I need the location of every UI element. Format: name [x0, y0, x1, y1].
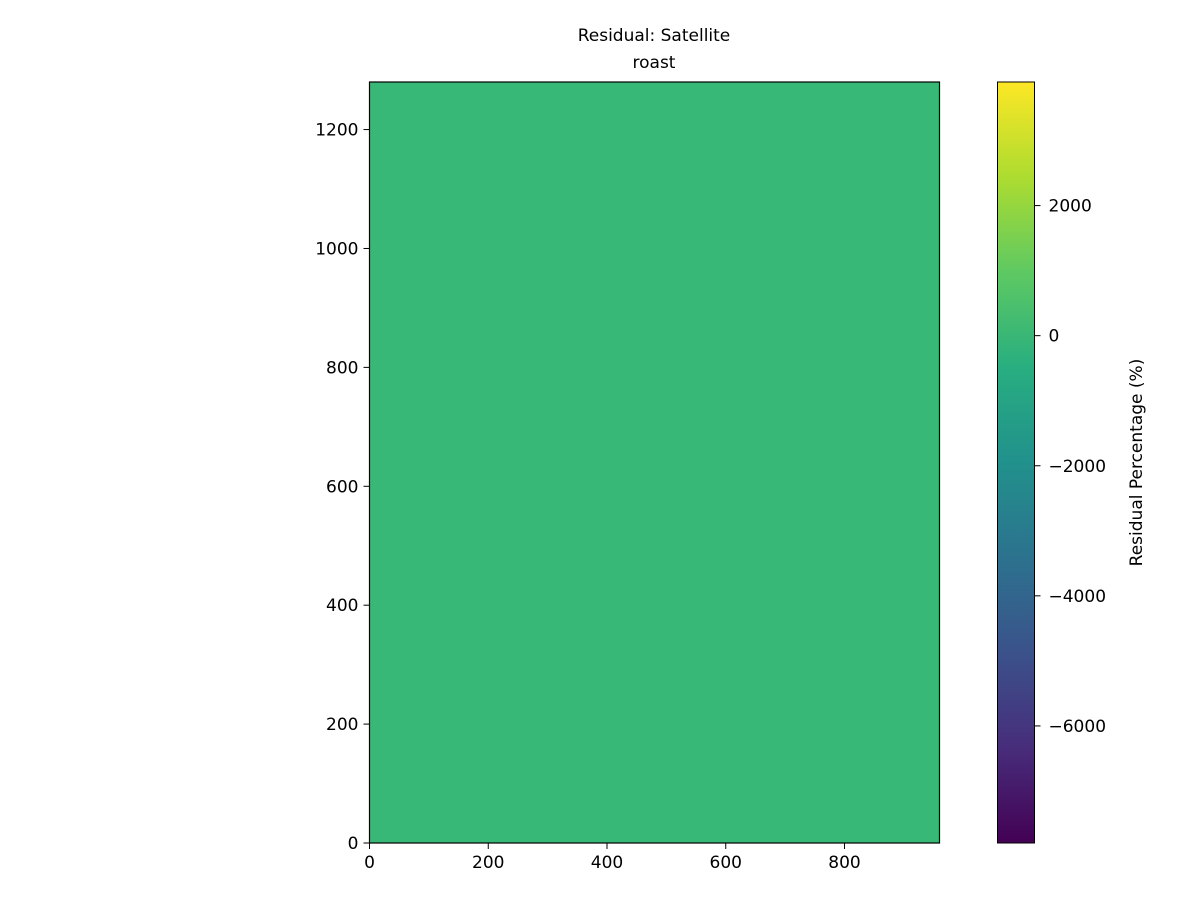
- colorbar-tick-label: −4000: [1049, 587, 1107, 607]
- y-tick-label: 1000: [315, 239, 358, 259]
- y-axis-ticks: 0 200 400 600 800 1000 1200: [315, 121, 370, 854]
- x-tick-label: 0: [364, 853, 375, 873]
- y-tick-label: 800: [326, 358, 358, 378]
- plot-frame: [368, 81, 941, 844]
- y-tick-label: 400: [326, 596, 358, 616]
- colorbar: [997, 81, 1035, 844]
- y-tick-label: 200: [326, 715, 358, 735]
- x-tick-label: 200: [472, 853, 504, 873]
- chart-title: Residual: Satellite: [578, 26, 731, 46]
- y-tick-label: 0: [348, 834, 359, 854]
- colorbar-tick-label: −2000: [1049, 457, 1107, 477]
- colorbar-tick-label: −6000: [1049, 717, 1107, 737]
- x-tick-label: 600: [710, 853, 742, 873]
- heatmap-field: [369, 82, 940, 843]
- colorbar-label: Residual Percentage (%): [1127, 359, 1147, 567]
- colorbar-tick-label: 0: [1049, 327, 1060, 347]
- y-tick-label: 600: [326, 477, 358, 497]
- x-axis-ticks: 0 200 400 600 800: [364, 843, 861, 873]
- chart-subtitle: roast: [633, 53, 676, 73]
- colorbar-tick-label: 2000: [1049, 197, 1092, 217]
- colorbar-ticks: 2000 0 −2000 −4000 −6000: [1034, 197, 1107, 737]
- x-tick-label: 400: [591, 853, 623, 873]
- x-tick-label: 800: [828, 853, 860, 873]
- y-tick-label: 1200: [315, 121, 358, 141]
